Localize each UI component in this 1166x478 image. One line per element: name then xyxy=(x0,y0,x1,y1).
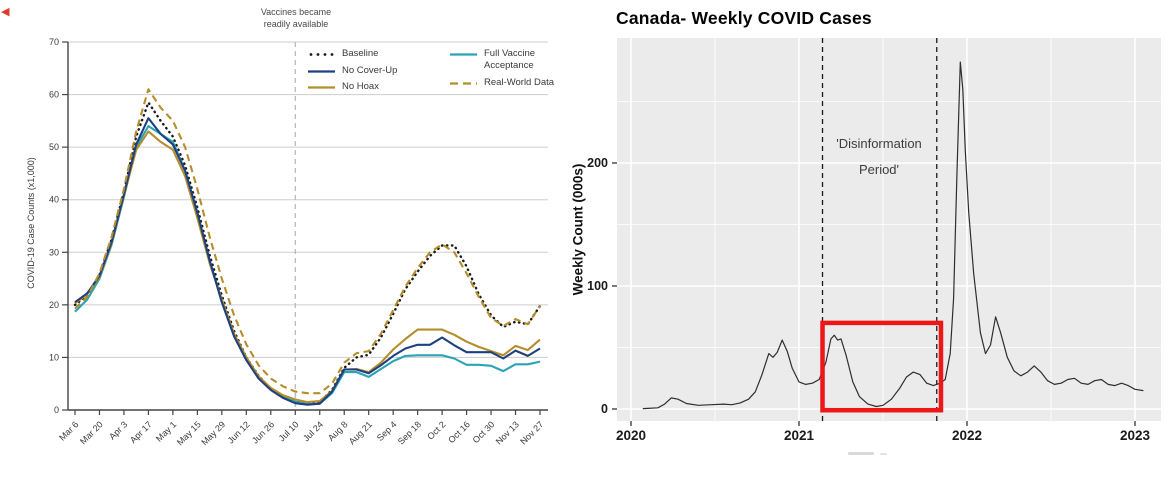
svg-text:30: 30 xyxy=(49,247,59,257)
svg-text:50: 50 xyxy=(49,142,59,152)
svg-text:100: 100 xyxy=(587,279,608,293)
svg-text:200: 200 xyxy=(587,156,608,170)
legend-label: Real-World Data xyxy=(484,77,555,88)
legend-column-2: Full Vaccine Acceptance Real-World Data xyxy=(450,48,560,98)
legend-item-real-world-data: Real-World Data xyxy=(450,77,560,89)
legend-item-baseline: Baseline xyxy=(308,48,436,60)
legend-item-no-hoax: No Hoax xyxy=(308,81,436,93)
legend-item-full-vaccine-acceptance: Full Vaccine Acceptance xyxy=(450,48,560,71)
right-chart-title: Canada- Weekly COVID Cases xyxy=(616,8,872,28)
svg-text:0: 0 xyxy=(601,402,608,416)
annotation-line-1: 'Disinformation xyxy=(836,136,922,151)
svg-text:20: 20 xyxy=(49,300,59,310)
right-y-axis-title: Weekly Count (000s) xyxy=(570,163,586,296)
svg-text:2021: 2021 xyxy=(784,428,815,443)
svg-text:0: 0 xyxy=(54,405,59,415)
left-y-axis-title: COVID-19 Case Counts (x1,000) xyxy=(26,157,36,289)
legend-label: No Hoax xyxy=(342,81,379,92)
baseline-dotted-swatch-icon xyxy=(309,53,334,56)
cropped-axis-label-artifact xyxy=(880,453,887,455)
legend-label: Baseline xyxy=(342,48,379,59)
legend-item-no-cover-up: No Cover-Up xyxy=(308,65,436,77)
vaccines-available-annotation: Vaccines became readily available xyxy=(261,6,331,30)
disinformation-period-annotation: 'Disinformation Period' xyxy=(836,131,922,183)
svg-text:70: 70 xyxy=(49,37,59,47)
full-vaccine-line-swatch-icon xyxy=(450,53,477,56)
svg-text:2023: 2023 xyxy=(1120,428,1151,443)
cropped-axis-label-artifact xyxy=(848,452,874,455)
annotation-line-2: Period' xyxy=(858,162,900,177)
svg-text:60: 60 xyxy=(49,90,59,100)
no-cover-up-line-swatch-icon xyxy=(308,69,335,73)
svg-text:10: 10 xyxy=(49,352,59,362)
legend-label: Full Vaccine Acceptance xyxy=(484,48,536,71)
real-world-dashed-swatch-icon xyxy=(450,82,477,85)
svg-text:40: 40 xyxy=(49,195,59,205)
legend: Baseline No Cover-Up No Hoax Full Vaccin… xyxy=(308,48,560,98)
no-hoax-line-swatch-icon xyxy=(308,86,335,89)
legend-label: No Cover-Up xyxy=(342,64,398,76)
annotation-line-1: Vaccines became xyxy=(260,7,332,17)
svg-text:2020: 2020 xyxy=(616,428,646,443)
annotation-line-2: readily available xyxy=(263,19,329,29)
svg-text:2022: 2022 xyxy=(952,428,982,443)
legend-column-1: Baseline No Cover-Up No Hoax xyxy=(308,48,436,98)
red-arrow-artifact-icon: ◀ xyxy=(1,6,10,18)
